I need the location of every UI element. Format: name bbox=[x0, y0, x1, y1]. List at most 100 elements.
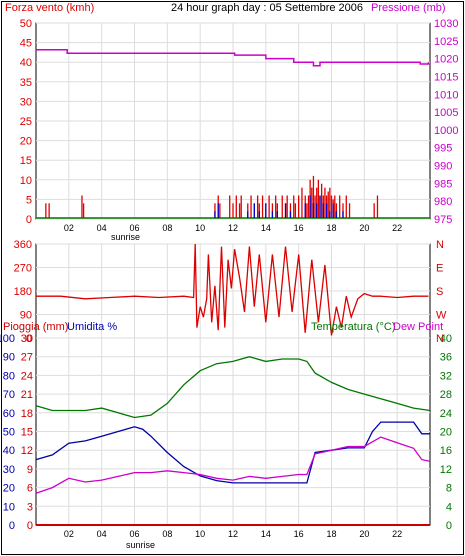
wind-tick-label: 40 bbox=[20, 57, 32, 69]
wind-tick-label: 15 bbox=[20, 155, 32, 167]
humidity-tick-label: 100 bbox=[0, 333, 15, 345]
x-tick-label: 20 bbox=[359, 223, 369, 233]
compass-tick-label: N bbox=[436, 333, 444, 345]
direction-tick-label: 270 bbox=[14, 263, 32, 275]
temperature-tick-label: 24 bbox=[440, 408, 452, 420]
temperature-axis-title: Temperatura (°C) bbox=[311, 321, 395, 333]
temperature-line bbox=[35, 356, 431, 419]
x-tick-label: 06 bbox=[129, 223, 139, 233]
rain-axis-title: Pioggia (mm) bbox=[3, 321, 68, 333]
rain-tick-label: 18 bbox=[21, 408, 33, 420]
pressure-tick-label: 1025 bbox=[434, 36, 458, 48]
pressure-tick-label: 1015 bbox=[434, 71, 458, 83]
pressure-tick-label: 985 bbox=[434, 178, 452, 190]
humidity-tick-label: 20 bbox=[3, 483, 15, 495]
humidity-tick-label: 30 bbox=[3, 464, 15, 476]
direction-tick-label: 180 bbox=[14, 286, 32, 298]
pressure-tick-label: 1000 bbox=[434, 125, 458, 137]
humidity-line bbox=[35, 436, 431, 494]
x-tick-label: 10 bbox=[195, 223, 205, 233]
temperature-tick-label: 0 bbox=[446, 520, 452, 532]
wind-tick-label: 50 bbox=[20, 18, 32, 30]
pressure-tick-label: 1010 bbox=[434, 89, 458, 101]
wind-direction-panel: 0 N 90 W 180 S 270 E 360 N bbox=[14, 239, 447, 345]
wind-tick-label: 20 bbox=[20, 136, 32, 148]
humidity-tick-label: 0 bbox=[9, 520, 15, 532]
humidity-tick-label: 50 bbox=[3, 427, 15, 439]
pressure-tick-label: 980 bbox=[434, 196, 452, 208]
direction-tick-label: 90 bbox=[20, 310, 32, 322]
humidity-tick-label: 80 bbox=[3, 370, 15, 382]
wind-pressure-panel: 02 04 06 08 10 12 14 16 18 20 22051015202530354045… bbox=[20, 18, 459, 233]
humidity-tick-label: 90 bbox=[3, 352, 15, 364]
wind-tick-label: 35 bbox=[20, 77, 32, 89]
rain-tick-label: 27 bbox=[21, 352, 33, 364]
temp-humidity-panel: 02 04 06 08 10 12 14 16 18 20 220 0 010 3 420 6 830 9 1240… bbox=[0, 333, 452, 539]
sunrise-label-2: sunrise bbox=[126, 540, 155, 550]
x-tick-label: 10 bbox=[195, 529, 205, 539]
pressure-tick-label: 1005 bbox=[434, 107, 458, 119]
x-tick-label: 04 bbox=[97, 223, 107, 233]
temperature-tick-label: 12 bbox=[440, 464, 452, 476]
dewpoint-axis-title: Dew Point bbox=[393, 321, 443, 333]
humidity-tick-label: 70 bbox=[3, 389, 15, 401]
pressure-tick-label: 975 bbox=[434, 214, 452, 226]
pressure-tick-label: 990 bbox=[434, 161, 452, 173]
rain-tick-label: 6 bbox=[27, 483, 33, 495]
x-tick-label: 08 bbox=[162, 529, 172, 539]
rain-tick-label: 24 bbox=[21, 370, 33, 382]
rain-tick-label: 0 bbox=[27, 520, 33, 532]
wind-tick-label: 0 bbox=[26, 214, 32, 226]
x-tick-label: 02 bbox=[64, 223, 74, 233]
temperature-tick-label: 20 bbox=[440, 427, 452, 439]
x-tick-label: 12 bbox=[228, 529, 238, 539]
x-tick-label: 14 bbox=[261, 223, 271, 233]
x-tick-label: 22 bbox=[392, 529, 402, 539]
direction-line bbox=[36, 243, 429, 336]
x-tick-label: 18 bbox=[326, 529, 336, 539]
temperature-tick-label: 8 bbox=[446, 483, 452, 495]
temperature-tick-label: 28 bbox=[440, 389, 452, 401]
wind-axis-title: Forza vento (kmh) bbox=[5, 2, 94, 14]
wind-tick-label: 10 bbox=[20, 175, 32, 187]
rain-tick-label: 9 bbox=[27, 464, 33, 476]
x-tick-label: 20 bbox=[359, 529, 369, 539]
pressure-tick-label: 1030 bbox=[434, 18, 458, 30]
chart-title: 24 hour graph day : 05 Settembre 2006 bbox=[171, 2, 363, 14]
x-tick-label: 02 bbox=[64, 529, 74, 539]
x-tick-label: 06 bbox=[129, 529, 139, 539]
x-tick-label: 16 bbox=[294, 223, 304, 233]
humidity-tick-label: 60 bbox=[3, 408, 15, 420]
pressure-tick-label: 995 bbox=[434, 143, 452, 155]
humidity-tick-label: 40 bbox=[3, 445, 15, 457]
humidity-tick-label: 10 bbox=[3, 501, 15, 513]
humidity-axis-title: Umidita % bbox=[67, 321, 117, 333]
rain-tick-label: 21 bbox=[21, 389, 33, 401]
x-tick-label: 12 bbox=[228, 223, 238, 233]
x-tick-label: 22 bbox=[392, 223, 402, 233]
compass-tick-label: E bbox=[436, 263, 443, 275]
x-tick-label: 18 bbox=[326, 223, 336, 233]
rain-tick-label: 12 bbox=[21, 445, 33, 457]
sunrise-label-1: sunrise bbox=[111, 232, 140, 242]
temperature-tick-label: 16 bbox=[440, 445, 452, 457]
pressure-line bbox=[36, 48, 430, 67]
compass-tick-label: S bbox=[436, 286, 443, 298]
x-tick-label: 14 bbox=[261, 529, 271, 539]
rain-tick-label: 15 bbox=[21, 427, 33, 439]
wind-tick-label: 5 bbox=[26, 194, 32, 206]
x-tick-label: 04 bbox=[97, 529, 107, 539]
wind-tick-label: 25 bbox=[20, 116, 32, 128]
compass-tick-label: W bbox=[436, 310, 447, 322]
temperature-tick-label: 36 bbox=[440, 352, 452, 364]
direction-tick-label: 360 bbox=[14, 239, 32, 251]
temperature-tick-label: 32 bbox=[440, 370, 452, 382]
direction-tick-label: 0 bbox=[26, 333, 32, 345]
temperature-tick-label: 4 bbox=[446, 501, 452, 513]
compass-tick-label: N bbox=[436, 239, 444, 251]
x-tick-label: 08 bbox=[162, 223, 172, 233]
rain-tick-label: 30 bbox=[21, 333, 33, 345]
dewpoint-line bbox=[35, 421, 430, 484]
